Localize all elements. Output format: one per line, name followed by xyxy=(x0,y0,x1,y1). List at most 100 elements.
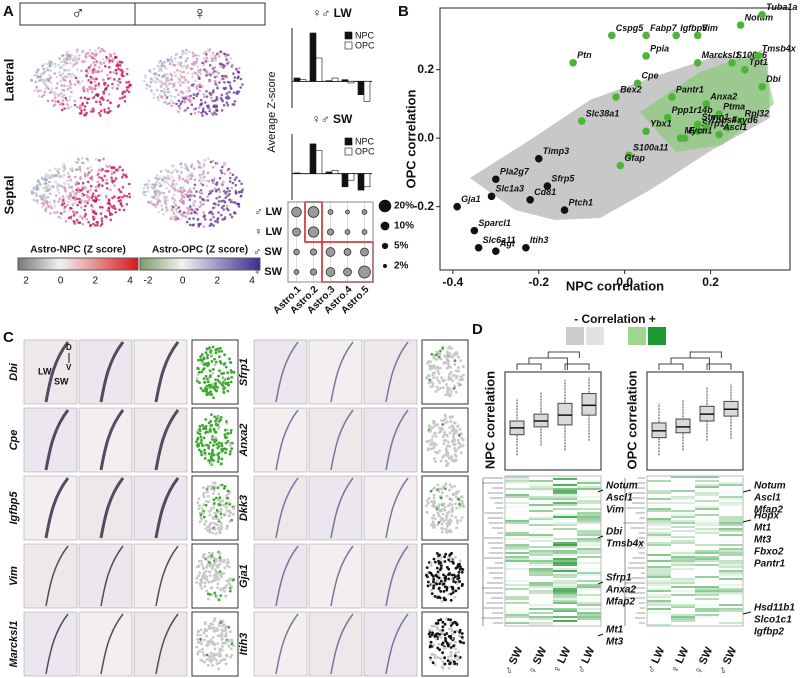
tsne-cell xyxy=(144,76,147,79)
heat-cell xyxy=(505,520,529,522)
tsne-cell xyxy=(143,79,146,83)
tsne-cell xyxy=(180,197,183,201)
dot xyxy=(344,229,351,235)
tsne-cell xyxy=(83,175,87,178)
tsne-cell xyxy=(198,504,201,508)
tsne-cell xyxy=(182,64,186,68)
heat-cell xyxy=(647,490,671,492)
heat-cell xyxy=(577,514,601,516)
tsne-cell xyxy=(177,63,180,66)
tsne-cell xyxy=(226,558,230,561)
tsne-cell xyxy=(162,175,166,179)
tsne-cell xyxy=(216,453,220,456)
row-dendrogram xyxy=(623,477,645,626)
tsne-cell xyxy=(69,195,73,198)
tsne-cell xyxy=(197,70,201,73)
point-label: Ppp1r14b xyxy=(672,105,714,115)
tsne-cell xyxy=(196,75,200,78)
tsne-cell xyxy=(427,632,431,636)
heat-cell xyxy=(577,486,601,488)
heat-cell xyxy=(553,594,577,596)
tsne-cell xyxy=(427,424,431,428)
tsne-cell xyxy=(450,455,454,458)
tsne-cell xyxy=(239,77,243,81)
tsne-cell xyxy=(162,101,166,104)
tsne-cell xyxy=(430,352,434,356)
tsne-cell xyxy=(440,631,444,635)
tsne-cell xyxy=(451,374,455,377)
tsne-cell xyxy=(444,617,448,620)
label-leader xyxy=(597,535,604,539)
tsne-cell xyxy=(208,561,212,564)
tsne-cell xyxy=(450,578,453,581)
tsne-cell xyxy=(220,483,224,487)
tsne-cell xyxy=(125,203,129,206)
tsne-cell xyxy=(63,61,67,65)
heat-cell xyxy=(647,546,671,548)
tsne-cell xyxy=(436,632,439,635)
heat-cell xyxy=(647,542,671,544)
tsne-cell xyxy=(171,209,175,213)
tsne-cell xyxy=(205,56,209,60)
tsne-cell xyxy=(69,186,72,189)
tsne-cell xyxy=(159,59,162,63)
tsne-cell xyxy=(210,96,213,100)
tsne-cell xyxy=(98,111,101,115)
tsne-cell xyxy=(83,208,86,212)
tsne-cell xyxy=(164,196,168,200)
tsne-cell xyxy=(208,346,211,349)
tsne-cell xyxy=(211,564,215,568)
ish-image xyxy=(308,543,363,609)
gene-label: Pantr1 xyxy=(754,559,786,570)
heat-cell xyxy=(719,588,743,590)
heat-cell xyxy=(647,588,671,590)
heat-cell xyxy=(647,498,671,500)
tsne-cell xyxy=(444,637,447,640)
tsne-cell xyxy=(97,82,101,85)
colorbar-tick: 0 xyxy=(58,276,64,287)
tsne-cell xyxy=(456,497,460,501)
tsne-cell xyxy=(177,99,181,103)
heat-cell xyxy=(505,584,529,586)
ish-image xyxy=(78,407,133,473)
tsne-cell xyxy=(100,69,104,73)
tsne-cell xyxy=(57,171,60,175)
legend-label: OPC xyxy=(355,146,375,156)
tsne-cell xyxy=(210,413,213,416)
dot xyxy=(361,209,368,215)
tsne-cell xyxy=(209,383,212,387)
tsne-cell xyxy=(213,176,216,180)
label-leader xyxy=(742,519,752,523)
tsne-cell xyxy=(436,646,440,650)
tsne-cell xyxy=(448,376,452,380)
heat-cell xyxy=(719,622,743,624)
tsne-cell xyxy=(435,566,439,570)
heat-cell xyxy=(719,594,743,596)
tsne-cell xyxy=(38,79,41,82)
tsne-cell xyxy=(205,578,209,582)
tsne-cell xyxy=(71,203,75,206)
tsne-cell xyxy=(44,175,47,178)
tsne-cell xyxy=(217,415,221,419)
tsne-cell xyxy=(426,584,430,588)
tsne-cell xyxy=(429,429,432,433)
tsne-cell xyxy=(186,175,189,179)
point xyxy=(616,161,625,170)
bar xyxy=(293,77,301,82)
tsne-cell xyxy=(196,160,200,163)
bar xyxy=(325,80,333,82)
tsne-cell xyxy=(212,453,216,457)
tsne-cell xyxy=(435,625,439,629)
tsne-cell xyxy=(75,192,78,195)
tsne-cell xyxy=(178,69,182,73)
heat-cell xyxy=(577,580,601,582)
ish-image xyxy=(253,475,308,541)
tsne-cell xyxy=(68,198,72,201)
tsne-cell xyxy=(40,194,43,197)
point xyxy=(492,247,500,255)
tsne-cell xyxy=(430,629,434,633)
tsne-cell xyxy=(195,377,199,380)
gene-label: Vim xyxy=(606,505,624,516)
tsne-cell xyxy=(437,576,441,580)
tsne-cell xyxy=(222,380,225,384)
